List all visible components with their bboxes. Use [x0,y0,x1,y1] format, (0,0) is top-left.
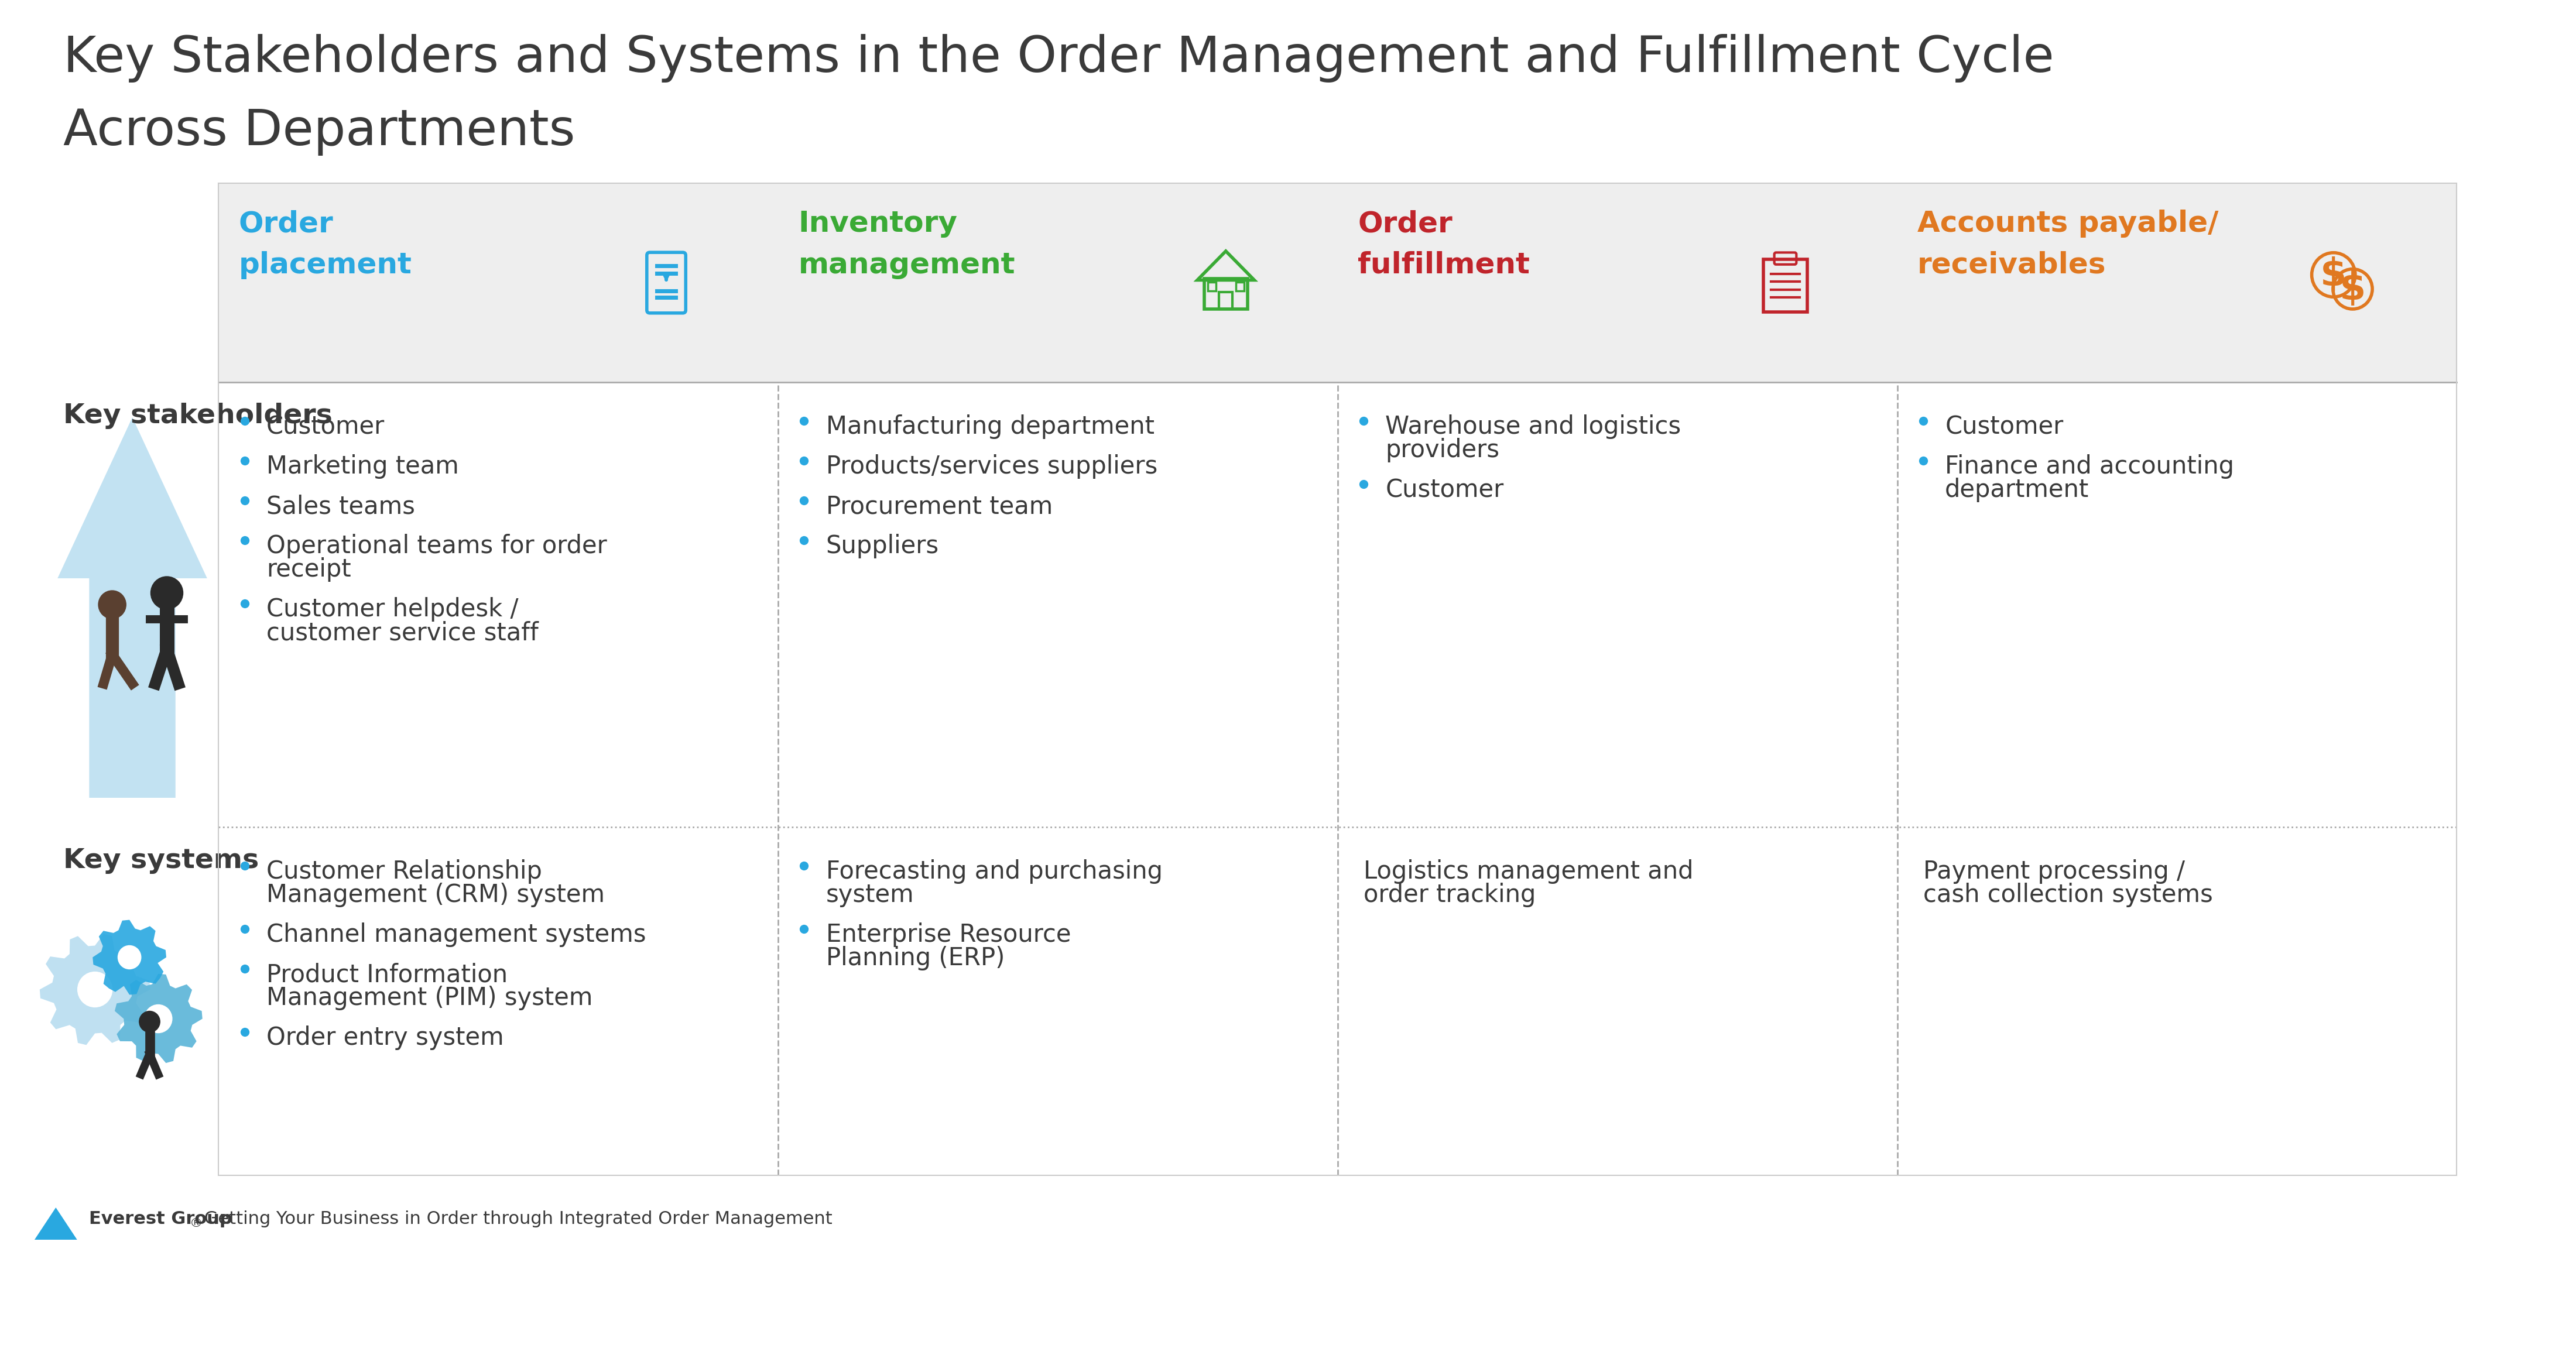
Text: receipt: receipt [265,557,350,582]
Text: Warehouse and logistics: Warehouse and logistics [1386,414,1682,439]
Circle shape [118,945,142,969]
Text: Getting Your Business in Order through Integrated Order Management: Getting Your Business in Order through I… [198,1211,832,1228]
Text: Sales teams: Sales teams [265,493,415,519]
Circle shape [98,590,126,619]
Text: Procurement team: Procurement team [827,493,1054,519]
Text: cash collection systems: cash collection systems [1924,883,2213,907]
Text: Customer helpdesk /: Customer helpdesk / [265,597,518,621]
Text: customer service staff: customer service staff [265,620,538,646]
Text: Across Departments: Across Departments [64,106,574,156]
Text: Customer: Customer [1386,477,1504,503]
Polygon shape [33,1208,77,1240]
Text: Finance and accounting: Finance and accounting [1945,454,2233,479]
Text: Payment processing /: Payment processing / [1924,859,2184,884]
Circle shape [152,577,183,609]
Bar [1218,293,1231,309]
Text: $: $ [2339,271,2365,307]
Bar [219,183,2458,1175]
Bar [219,383,2458,1175]
Bar [1203,279,1247,309]
Text: Operational teams for order: Operational teams for order [265,534,608,558]
Text: Accounts payable/
receivables: Accounts payable/ receivables [1917,209,2218,279]
Text: order tracking: order tracking [1363,883,1535,907]
Text: Inventory
management: Inventory management [799,209,1015,279]
Circle shape [77,972,113,1007]
Circle shape [144,1004,173,1033]
Text: Management (CRM) system: Management (CRM) system [265,883,605,907]
Text: Everest Group: Everest Group [90,1211,232,1228]
Text: Channel management systems: Channel management systems [265,922,647,948]
Bar [1236,282,1244,291]
Bar [1208,282,1216,291]
Text: ®: ® [191,1217,204,1229]
Text: Marketing team: Marketing team [265,454,459,479]
Text: Customer: Customer [1945,414,2063,439]
Bar [1765,259,1808,311]
Text: Enterprise Resource: Enterprise Resource [827,922,1072,948]
Text: Suppliers: Suppliers [827,534,940,558]
Polygon shape [93,919,167,995]
Text: Forecasting and purchasing: Forecasting and purchasing [827,859,1162,884]
Text: Order
placement: Order placement [240,209,412,279]
Text: Key systems: Key systems [64,848,260,874]
Text: Logistics management and: Logistics management and [1363,859,1692,884]
Circle shape [139,1011,160,1033]
Text: Order entry system: Order entry system [265,1026,505,1050]
Text: Order
fulfillment: Order fulfillment [1358,209,1530,279]
Text: department: department [1945,477,2089,503]
Text: Customer Relationship: Customer Relationship [265,859,541,884]
Text: Planning (ERP): Planning (ERP) [827,946,1005,971]
Polygon shape [116,973,204,1064]
Text: Customer: Customer [265,414,384,439]
Text: system: system [827,883,914,907]
Text: Manufacturing department: Manufacturing department [827,414,1154,439]
Text: $: $ [2321,256,2347,294]
Text: Key Stakeholders and Systems in the Order Management and Fulfillment Cycle: Key Stakeholders and Systems in the Orde… [64,34,2053,82]
Polygon shape [39,934,149,1045]
Text: Product Information: Product Information [265,962,507,987]
Bar [219,183,2458,1175]
Text: Management (PIM) system: Management (PIM) system [265,985,592,1010]
Text: providers: providers [1386,438,1499,462]
Text: Products/services suppliers: Products/services suppliers [827,454,1157,479]
Polygon shape [57,418,206,798]
Text: Key stakeholders: Key stakeholders [64,403,332,429]
